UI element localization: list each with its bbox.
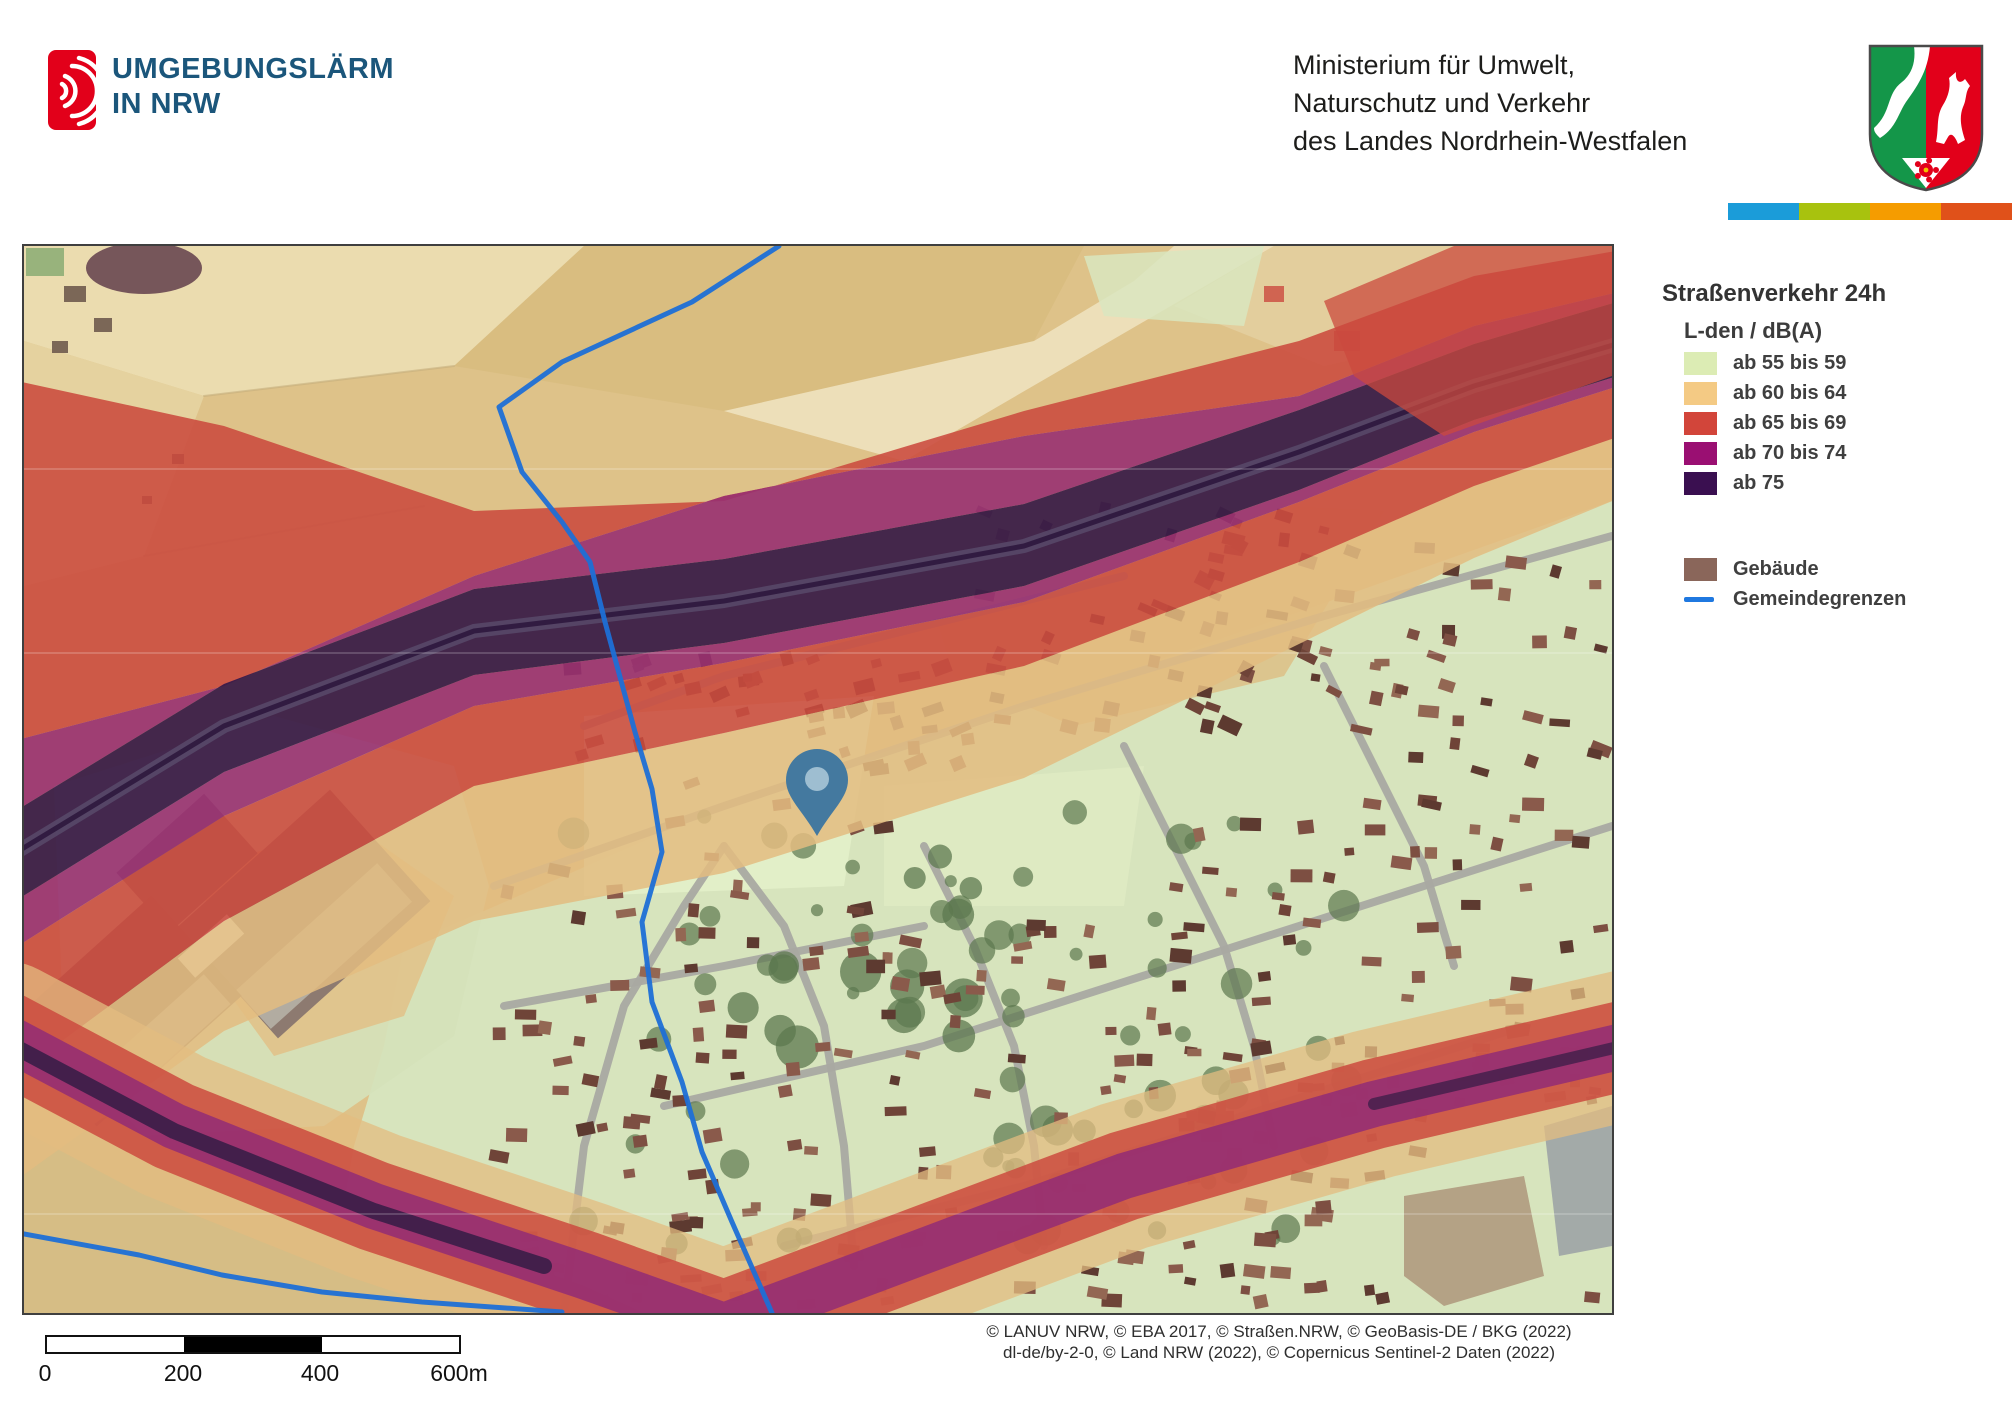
legend-class-row: ab 55 bis 59 xyxy=(1684,352,1906,375)
portal-title-line2: IN NRW xyxy=(112,88,221,120)
stripe-segment xyxy=(1870,203,1941,220)
legend-subtitle: L-den / dB(A) xyxy=(1684,318,1823,343)
portal-logo[interactable]: UMGEBUNGSLÄRM IN NRW xyxy=(48,50,394,130)
legend-color-swatch xyxy=(1684,558,1717,581)
legend-class-row: ab 60 bis 64 xyxy=(1684,382,1906,405)
portal-title-line1: UMGEBUNGSLÄRM xyxy=(112,53,394,85)
legend-color-swatch xyxy=(1684,382,1717,405)
legend-class-row: ab 75 xyxy=(1684,472,1906,495)
attribution-line: © LANUV NRW, © EBA 2017, © Straßen.NRW, … xyxy=(986,1322,1572,1341)
stripe-segment xyxy=(1799,203,1870,220)
ministry-line: Naturschutz und Verkehr xyxy=(1293,88,1591,118)
scale-label: 0 xyxy=(38,1360,52,1386)
boundary-line-symbol xyxy=(1684,597,1714,602)
ministry-line: Ministerium für Umwelt, xyxy=(1293,50,1576,80)
scale-bar-labels: 0 200 400 600m xyxy=(39,1360,488,1388)
scale-bar-segment xyxy=(184,1337,322,1352)
legend-color-swatch xyxy=(1684,412,1717,435)
brand-color-stripe xyxy=(1728,203,2012,220)
stripe-segment xyxy=(1728,203,1799,220)
legend-class-label: ab 75 xyxy=(1733,472,1785,494)
stripe-segment xyxy=(1941,203,2012,220)
scale-label: 400 xyxy=(300,1360,340,1386)
scale-bar-segment xyxy=(321,1337,459,1352)
legend-class-label: ab 70 bis 74 xyxy=(1733,442,1847,464)
municipal-boundary-line xyxy=(496,246,782,1313)
legend-color-swatch xyxy=(1684,472,1717,495)
legend-color-swatch xyxy=(1684,442,1717,465)
sound-waves-icon xyxy=(48,50,107,130)
location-pin[interactable] xyxy=(786,749,848,836)
portal-title: UMGEBUNGSLÄRM IN NRW xyxy=(112,50,394,130)
attribution: © LANUV NRW, © EBA 2017, © Straßen.NRW, … xyxy=(899,1321,1659,1363)
legend-other-row: Gemeindegrenzen xyxy=(1684,588,1906,611)
noise-map[interactable] xyxy=(22,244,1614,1315)
legend-class-label: ab 55 bis 59 xyxy=(1733,352,1847,374)
legend-other-row: Gebäude xyxy=(1684,558,1906,581)
legend-title: Straßenverkehr 24h xyxy=(1662,280,1887,307)
ministry-line: des Landes Nordrhein-Westfalen xyxy=(1293,126,1688,156)
legend-other-label: Gemeindegrenzen xyxy=(1733,588,1907,610)
scale-label: 200 xyxy=(163,1360,203,1386)
nrw-coat-of-arms xyxy=(1866,42,1986,199)
legend: ab 55 bis 59 ab 60 bis 64 ab 65 bis 69 ab 7… xyxy=(1684,352,1906,618)
legend-class-row: ab 65 bis 69 xyxy=(1684,412,1906,435)
municipal-boundary-line xyxy=(24,1231,565,1313)
legend-class-row: ab 70 bis 74 xyxy=(1684,442,1906,465)
scale-bar-segment xyxy=(47,1337,185,1352)
legend-class-label: ab 65 bis 69 xyxy=(1733,412,1847,434)
scale-bar xyxy=(45,1335,461,1354)
legend-color-swatch xyxy=(1684,352,1717,375)
legend-class-label: ab 60 bis 64 xyxy=(1733,382,1847,404)
ministry-name: Ministerium für Umwelt, Naturschutz und … xyxy=(1293,46,1687,160)
scale-label: 600m xyxy=(430,1360,488,1386)
legend-other-label: Gebäude xyxy=(1733,558,1819,580)
attribution-line: dl-de/by-2-0, © Land NRW (2022), © Coper… xyxy=(1002,1343,1555,1362)
